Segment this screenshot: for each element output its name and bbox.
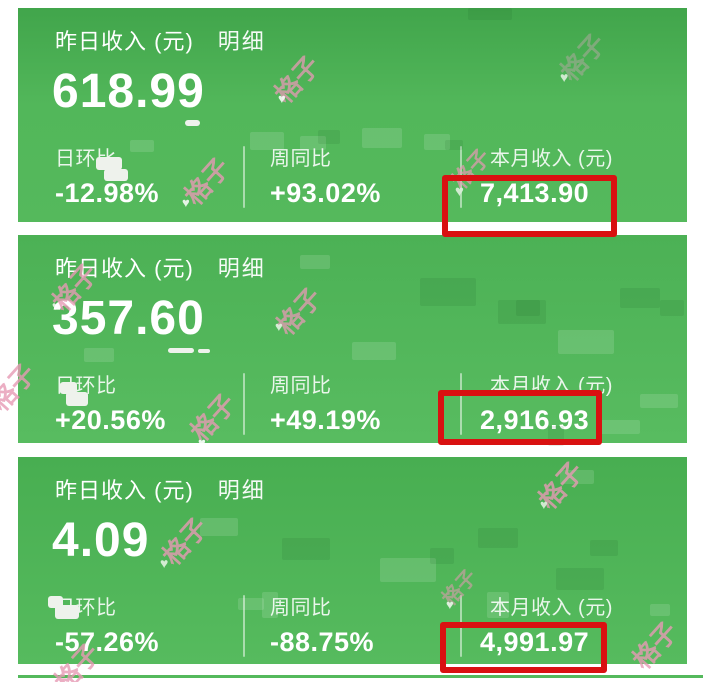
heart-icon: ♥ [182,195,190,210]
yesterday-income-amount: 357.60 [52,292,205,345]
metric-value: +20.56% [55,405,166,435]
censor-blob [168,348,194,353]
censor-blob [185,120,200,126]
mosaic-patch [468,8,512,20]
heart-icon: ♥ [278,91,286,106]
column-divider [460,373,462,435]
next-card-edge [18,675,703,678]
mosaic-patch [380,558,436,582]
column-divider [243,146,245,208]
metric-value: -88.75% [270,627,375,657]
metric-day-over-day: 日环比 +20.56% [55,373,166,436]
metric-week-over-week: 周同比 +93.02% [270,146,381,209]
mosaic-patch [478,528,518,548]
card-header: 昨日收入 (元) 明细 [55,251,266,283]
heart-icon: ♥ [52,299,60,313]
metric-week-over-week: 周同比 -88.75% [270,595,374,658]
mosaic-patch [300,255,330,269]
metric-value: 2,916.93 [480,405,590,435]
mosaic-patch [352,342,396,360]
column-divider [243,373,245,435]
metric-value: -12.98% [55,178,160,208]
mosaic-patch [660,300,684,316]
mosaic-patch [640,394,678,408]
metric-week-over-week: 周同比 +49.19% [270,373,381,436]
censor-blob [96,157,122,170]
censor-blob [198,349,210,353]
metric-label: 本月收入 (元) [490,148,613,170]
detail-link[interactable]: 明细 [217,29,266,54]
yesterday-income-amount: 618.99 [52,65,205,118]
yesterday-income-amount: 4.09 [52,514,150,567]
mosaic-patch [130,140,154,152]
metric-day-over-day: 日环比 -57.26% [55,595,159,658]
mosaic-patch [250,132,284,150]
censor-blob [55,605,79,619]
metric-value: +49.19% [270,405,381,435]
metric-value: 7,413.90 [480,178,590,208]
yesterday-income-title: 昨日收入 (元) [55,29,194,54]
mosaic-patch [590,540,618,556]
highlight-annotation-box [442,175,617,237]
mosaic-patch [318,130,340,144]
metric-label: 本月收入 (元) [490,597,613,619]
mosaic-patch [600,420,640,434]
income-card-1: 昨日收入 (元) 明细 618.99 日环比 -12.98% 周同比 +93.0… [18,8,687,222]
mosaic-patch [487,592,509,618]
heart-icon: ♥ [446,597,454,612]
heart-icon: ♥ [540,497,548,512]
metric-month-income: 本月收入 (元) 2,916.93 [480,373,613,436]
highlight-annotation-box [438,390,602,445]
mosaic-patch [620,288,660,308]
heart-icon: ♥ [560,69,569,85]
yesterday-income-title: 昨日收入 (元) [55,478,194,503]
mosaic-patch [516,300,540,316]
censor-blob [104,169,128,181]
metric-label: 周同比 [270,375,332,397]
mosaic-patch [200,518,238,536]
metric-label: 周同比 [270,597,332,619]
column-divider [243,595,245,657]
mosaic-patch [362,128,402,148]
heart-icon: ♥ [198,435,206,450]
metric-month-income: 本月收入 (元) 7,413.90 [480,146,613,209]
mosaic-patch [262,592,278,618]
detail-link[interactable]: 明细 [217,256,266,281]
mosaic-patch [445,140,463,150]
heart-icon: ♥ [275,319,283,334]
censor-blob [60,382,77,394]
mosaic-patch [424,134,450,150]
mosaic-patch [498,300,546,324]
card-header: 昨日收入 (元) 明细 [55,473,266,505]
income-card-3: 昨日收入 (元) 明细 4.09 日环比 -57.26% 周同比 -88.75%… [18,457,687,664]
metric-value: +93.02% [270,178,381,208]
detail-link[interactable]: 明细 [217,478,266,503]
mosaic-patch [558,330,614,354]
mosaic-patch [238,598,264,610]
mosaic-patch [84,348,114,362]
card-header: 昨日收入 (元) 明细 [55,24,266,56]
income-card-2: 昨日收入 (元) 明细 357.60 日环比 +20.56% 周同比 +49.1… [18,235,687,443]
censor-blob [66,392,88,406]
metric-label: 周同比 [270,148,332,170]
mosaic-patch [282,538,330,560]
heart-icon: ♥ [160,555,169,571]
mosaic-patch [420,278,476,306]
metric-value: 4,991.97 [480,627,590,657]
highlight-annotation-box [440,622,607,673]
mosaic-patch [430,548,454,564]
mosaic-patch [650,604,670,616]
mosaic-patch [556,568,604,590]
metric-value: -57.26% [55,627,160,657]
mosaic-patch [300,136,326,150]
heart-icon: ♥ [455,183,464,200]
yesterday-income-title: 昨日收入 (元) [55,256,194,281]
mosaic-patch [560,470,594,484]
metric-month-income: 本月收入 (元) 4,991.97 [480,595,613,658]
